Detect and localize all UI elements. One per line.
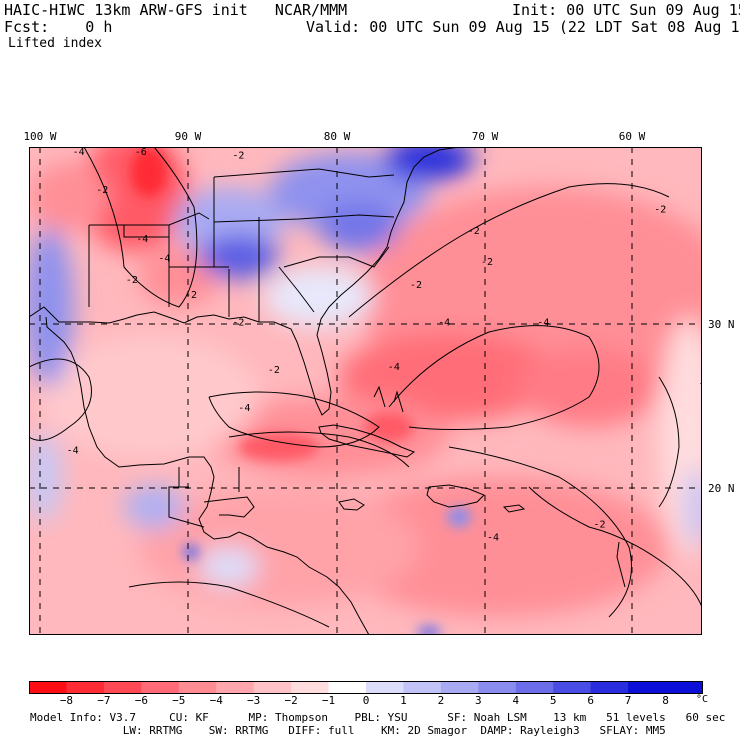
contour-label-10: -2 (481, 257, 493, 268)
lifted-index-map: -4 -6 -2 -2 -4 -4 -2 -2 -2 -2 -2 -2 -2 -4 -4 -4 -2 -2 -4 -4… (29, 147, 702, 635)
colorbar-label-10: 2 (437, 694, 445, 707)
contour-label-3: -2 (232, 150, 244, 161)
colorbar-swatch-17 (665, 681, 703, 694)
colorbar-label-0: −8 (59, 694, 74, 707)
contour-label-1: -6 (135, 147, 147, 158)
forecast-hour: Fcst: 0 h (4, 18, 113, 36)
colorbar-label-5: −3 (247, 694, 261, 707)
colorbar-label-6: −2 (284, 694, 298, 707)
contour-label-2: -2 (96, 185, 108, 196)
colorbar-label-11: 3 (475, 694, 482, 707)
contour-label-19: -4 (67, 446, 79, 457)
contour-label-5: -4 (158, 254, 170, 265)
colorbar-label-14: 6 (587, 694, 594, 707)
colorbar-label-16: 8 (662, 694, 669, 707)
lon-label-100w: 100 W (23, 130, 57, 143)
contour-label-15: -4 (388, 362, 400, 373)
contour-label-14: -4 (537, 318, 549, 329)
colorbar (29, 681, 703, 694)
colorbar-swatch-15 (590, 681, 629, 694)
colorbar-frame (29, 681, 703, 694)
lon-label-90w: 90 W (174, 130, 202, 143)
colorbar-label-3: −5 (172, 694, 186, 707)
colorbar-swatch-12 (478, 681, 517, 694)
colorbar-swatch-4 (178, 681, 217, 694)
colorbar-unit: °C (696, 694, 709, 705)
colorbar-swatch-5 (216, 681, 255, 694)
colorbar-swatch-7 (291, 681, 330, 694)
map-frame (29, 147, 702, 635)
colorbar-label-4: −4 (209, 694, 223, 707)
contour-label-21: -2 (594, 519, 606, 530)
contour-lines (29, 147, 702, 628)
contour-label-7: -2 (185, 290, 197, 301)
graticule (29, 147, 702, 635)
colorbar-label-8: 0 (362, 694, 370, 707)
model-info-line2: LW: RRTMG SW: RRTMG DIFF: full KM: 2D Sm… (30, 724, 666, 737)
run-title: HAIC-HIWC 13km ARW-GFS init NCAR/MMM (4, 1, 348, 19)
model-info-line1: Model Info: V3.7 CU: KF MP: Thompson PBL… (30, 711, 726, 724)
colorbar-swatch-16 (628, 681, 667, 694)
contour-label-8: -2 (232, 318, 244, 329)
contour-label-4: -4 (136, 234, 148, 245)
colorbar-swatch-8 (328, 681, 367, 694)
lon-label-80w: 80 W (323, 130, 351, 143)
colorbar-swatch-3 (141, 681, 180, 694)
colorbar-label-2: −6 (134, 694, 148, 707)
contour-label-13: -4 (438, 318, 450, 329)
field-shading (29, 147, 702, 617)
colorbar-swatch-9 (366, 681, 404, 694)
init-time: Init: 00 UTC Sun 09 Aug 15 (512, 1, 740, 19)
lat-label-30n: 30 N (708, 318, 735, 331)
colorbar-label-13: 5 (549, 694, 557, 707)
colorbar-swatch-2 (103, 681, 142, 694)
colorbar-label-12: 4 (512, 694, 520, 707)
colorbar-label-15: 7 (624, 694, 632, 707)
contour-label-6: -2 (126, 275, 138, 286)
contour-label-17: -2 (699, 378, 702, 389)
lon-label-60w: 60 W (618, 130, 646, 143)
field-name: Lifted index (8, 36, 102, 51)
colorbar-label-1: −7 (97, 694, 111, 707)
colorbar-swatch-1 (66, 681, 105, 694)
lon-label-70w: 70 W (471, 130, 499, 143)
colorbar-swatch-10 (403, 681, 442, 694)
contour-label-0: -4 (73, 147, 85, 158)
contour-label-11: -2 (410, 280, 422, 291)
colorbar-swatch-6 (253, 681, 292, 694)
colorbar-swatch-0 (29, 681, 67, 694)
contour-label-18: -4 (238, 403, 250, 414)
contour-label-layer: -4 -6 -2 -2 -4 -4 -2 -2 -2 -2 -2 -2 -2 -4 -4 -4 -2 -2 -4 -4… (67, 147, 702, 555)
contour-label-16: -2 (268, 365, 280, 376)
colorbar-label-9: 1 (400, 694, 407, 707)
field-detail (131, 147, 471, 635)
colorbar-label-7: −1 (321, 694, 336, 707)
colorbar-swatch-13 (515, 681, 554, 694)
lat-label-20n: 20 N (708, 482, 735, 495)
contour-label-22: -4 (487, 533, 499, 544)
coastlines-and-borders (29, 147, 626, 635)
valid-time: Valid: 00 UTC Sun 09 Aug 15 (22 LDT Sat … (306, 18, 740, 36)
colorbar-swatch-14 (553, 681, 592, 694)
contour-label-12: -2 (654, 205, 666, 216)
colorbar-swatch-11 (440, 681, 479, 694)
contour-label-9: -2 (468, 226, 480, 237)
